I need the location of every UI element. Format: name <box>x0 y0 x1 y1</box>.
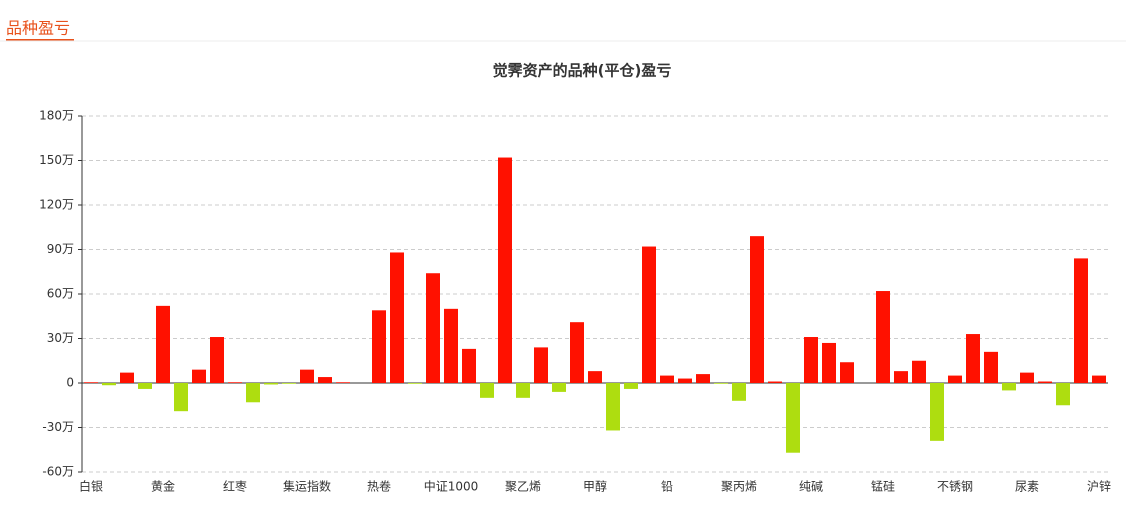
bar <box>174 383 188 412</box>
bar <box>1002 383 1016 391</box>
bar <box>534 347 548 383</box>
bar <box>282 383 296 384</box>
bar <box>876 291 890 383</box>
bar <box>570 322 584 383</box>
bar <box>444 308 458 383</box>
y-tick-label: 90万 <box>47 242 74 256</box>
bar <box>1092 375 1106 383</box>
y-tick-label: 180万 <box>39 109 74 123</box>
bar <box>624 383 638 389</box>
bar <box>372 310 386 383</box>
bar <box>588 371 602 383</box>
y-tick-label: -30万 <box>42 420 74 434</box>
x-tick-label: 聚乙烯 <box>505 480 541 494</box>
y-tick-label: -60万 <box>42 465 74 479</box>
chart-title: 觉霁资产的品种(平仓)盈亏 <box>493 62 672 80</box>
x-tick-label: 尿素 <box>1015 480 1039 494</box>
x-tick-label: 集运指数 <box>283 479 331 494</box>
bar <box>984 351 998 383</box>
y-tick-label: 30万 <box>47 331 74 345</box>
bar <box>498 157 512 383</box>
bar <box>480 383 494 398</box>
x-tick-label: 聚丙烯 <box>721 480 757 494</box>
bar <box>516 383 530 398</box>
bar <box>192 369 206 383</box>
bar <box>804 337 818 383</box>
header-title: 品种盈亏 <box>6 19 70 38</box>
x-tick-label: 甲醇 <box>583 479 607 494</box>
bar <box>930 383 944 441</box>
bar <box>120 372 134 383</box>
x-tick-label: 热卷 <box>367 479 391 494</box>
bar <box>336 382 350 383</box>
bar <box>912 360 926 383</box>
bar <box>1074 258 1088 383</box>
bar <box>696 374 710 383</box>
bar <box>768 381 782 383</box>
x-tick-label: 锰硅 <box>871 479 895 494</box>
x-tick-label: 中证1000 <box>424 479 479 494</box>
bar <box>138 383 152 389</box>
x-tick-label: 不锈钢 <box>937 480 973 494</box>
bar <box>732 383 746 401</box>
y-tick-label: 120万 <box>39 198 74 212</box>
bar <box>246 383 260 403</box>
x-tick-label: 黄金 <box>151 479 175 494</box>
x-tick-label: 铅 <box>661 480 673 494</box>
bar <box>840 362 854 383</box>
bar <box>156 305 170 383</box>
bar <box>966 334 980 383</box>
bar <box>1056 383 1070 406</box>
bar <box>102 383 116 386</box>
bar <box>642 246 656 383</box>
bar <box>1020 372 1034 383</box>
bar <box>408 383 422 384</box>
x-tick-label: 白银 <box>79 479 103 494</box>
bar <box>552 383 566 392</box>
y-tick-label: 150万 <box>39 153 74 167</box>
bar <box>318 377 332 383</box>
bar <box>264 383 278 385</box>
bar <box>894 371 908 383</box>
bar <box>678 378 692 383</box>
bar <box>228 382 242 383</box>
bar <box>462 348 476 383</box>
bar <box>714 383 728 384</box>
x-tick-label: 沪锌 <box>1087 480 1111 494</box>
bar <box>750 236 764 383</box>
bar <box>210 337 224 383</box>
bar <box>390 252 404 383</box>
y-tick-label: 60万 <box>47 287 74 301</box>
bar <box>822 342 836 383</box>
x-tick-label: 纯碱 <box>799 480 823 494</box>
bar <box>300 369 314 383</box>
bar <box>426 273 440 383</box>
bar <box>786 383 800 453</box>
bar <box>948 375 962 383</box>
bar <box>84 382 98 383</box>
y-tick-label: 0 <box>66 376 74 390</box>
x-tick-label: 红枣 <box>223 479 247 494</box>
bar <box>1038 381 1052 383</box>
bar <box>606 383 620 431</box>
bar <box>660 375 674 383</box>
